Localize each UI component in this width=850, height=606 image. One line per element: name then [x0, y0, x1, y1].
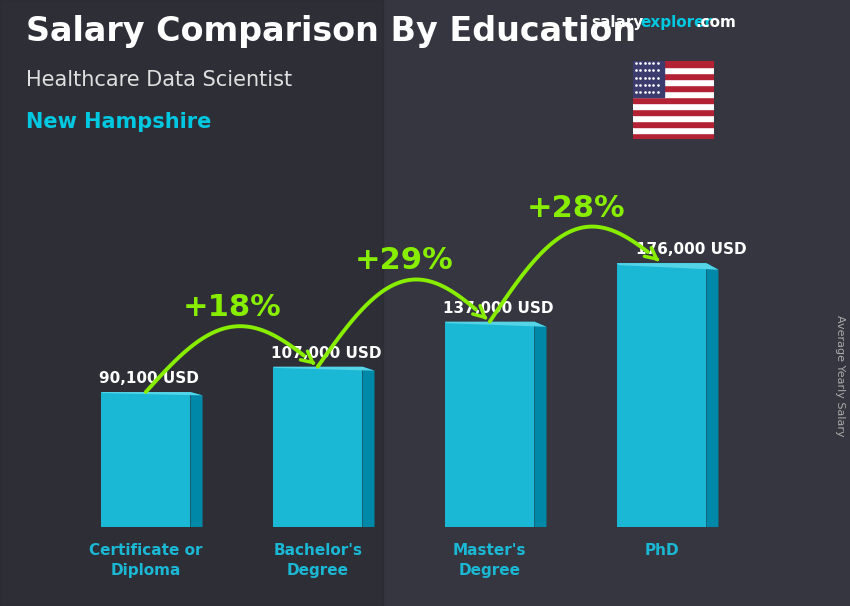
Text: Healthcare Data Scientist: Healthcare Data Scientist	[26, 70, 292, 90]
Polygon shape	[445, 322, 547, 327]
Polygon shape	[190, 392, 202, 527]
Bar	[0, 0, 382, 606]
Text: Salary Comparison By Education: Salary Comparison By Education	[26, 15, 636, 48]
Polygon shape	[101, 392, 202, 395]
Text: +29%: +29%	[354, 246, 453, 275]
Text: Average Yearly Salary: Average Yearly Salary	[835, 315, 845, 436]
Polygon shape	[706, 263, 718, 527]
Bar	[617, 263, 706, 527]
Bar	[633, 127, 714, 133]
Bar	[633, 121, 714, 127]
Bar	[633, 115, 714, 121]
Text: 107,000 USD: 107,000 USD	[271, 346, 382, 361]
Bar	[633, 103, 714, 109]
Text: 176,000 USD: 176,000 USD	[636, 242, 746, 258]
Text: +28%: +28%	[526, 194, 625, 223]
Bar	[633, 133, 714, 139]
Text: New Hampshire: New Hampshire	[26, 112, 211, 132]
Bar	[633, 73, 714, 79]
Bar	[101, 392, 190, 527]
Bar	[633, 85, 714, 91]
Bar	[633, 67, 714, 73]
Text: 90,100 USD: 90,100 USD	[99, 371, 199, 387]
Bar	[633, 91, 714, 97]
Bar	[445, 322, 535, 527]
Polygon shape	[273, 367, 375, 371]
Bar	[633, 61, 714, 67]
Text: .com: .com	[695, 15, 736, 30]
Polygon shape	[617, 263, 718, 270]
Polygon shape	[362, 367, 375, 527]
Bar	[633, 61, 664, 97]
Bar	[633, 109, 714, 115]
Text: +18%: +18%	[183, 293, 281, 322]
Text: explorer: explorer	[640, 15, 712, 30]
Polygon shape	[535, 322, 547, 527]
Text: 137,000 USD: 137,000 USD	[444, 301, 554, 316]
Bar	[633, 97, 714, 103]
Bar	[273, 367, 362, 527]
Text: salary: salary	[591, 15, 643, 30]
Bar	[633, 79, 714, 85]
